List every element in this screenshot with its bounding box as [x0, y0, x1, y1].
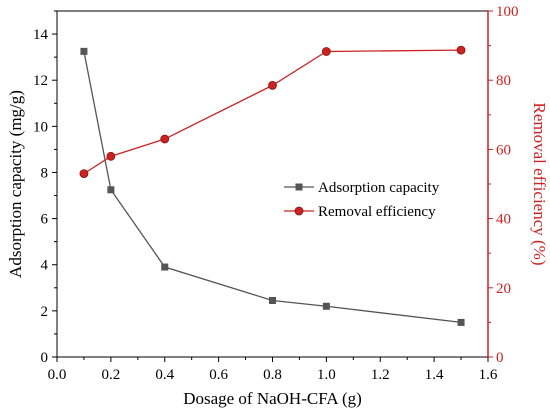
- series-layer: [79, 45, 466, 326]
- right-y-tick-label: 80: [496, 73, 511, 89]
- left-y-tick-label: 6: [41, 212, 49, 228]
- legend-label-adsorption-capacity: Adsorption capacity: [318, 180, 440, 196]
- left-y-tick-label: 0: [41, 350, 49, 366]
- x-tick-label: 1.4: [425, 367, 444, 383]
- x-tick-label: 0.2: [102, 367, 121, 383]
- left-y-axis-ticks: 0 2 4 6 8 10 12 14: [33, 10, 57, 366]
- right-y-tick-label: 100: [496, 4, 519, 20]
- left-y-tick-label: 10: [33, 119, 48, 135]
- left-y-axis-title: Adsorption capacity (mg/g): [6, 90, 25, 278]
- legend: Adsorption capacity Removal efficiency: [284, 180, 440, 220]
- data-point-adsorption-capacity: [457, 318, 465, 326]
- left-y-tick-label: 12: [33, 73, 48, 89]
- right-y-tick-label: 0: [496, 350, 504, 366]
- series-line-removal-efficiency: [83, 49, 462, 175]
- legend-item-removal-efficiency: Removal efficiency: [284, 204, 436, 220]
- left-y-tick-label: 14: [33, 27, 49, 43]
- x-tick-label: 0.0: [48, 367, 67, 383]
- x-tick-label: 0.8: [263, 367, 282, 383]
- x-tick-label: 1.0: [317, 367, 336, 383]
- data-point-adsorption-capacity: [80, 47, 88, 55]
- x-tick-label: 0.4: [155, 367, 174, 383]
- right-y-tick-label: 60: [496, 142, 511, 158]
- data-point-removal-efficiency: [106, 151, 116, 161]
- x-tick-label: 1.6: [479, 367, 498, 383]
- left-y-tick-label: 4: [41, 258, 49, 274]
- legend-marker-square: [295, 183, 303, 191]
- data-point-adsorption-capacity: [269, 296, 276, 304]
- x-tick-label: 0.6: [209, 367, 228, 383]
- series-line-adsorption-capacity: [83, 51, 462, 324]
- data-point-removal-efficiency: [79, 169, 89, 179]
- right-y-axis-title: Removal efficiency (%): [530, 102, 549, 265]
- legend-item-adsorption-capacity: Adsorption capacity: [284, 180, 440, 196]
- x-axis-ticks: 0.0 0.2 0.4 0.6 0.8 1.0 1.2 1.4 1.6: [48, 357, 498, 383]
- legend-marker-circle: [294, 206, 304, 216]
- right-y-tick-label: 20: [496, 281, 511, 297]
- legend-label-removal-efficiency: Removal efficiency: [318, 204, 436, 220]
- data-point-removal-efficiency: [268, 80, 277, 90]
- data-point-adsorption-capacity: [322, 302, 330, 310]
- right-y-tick-label: 40: [496, 212, 511, 228]
- x-tick-label: 1.2: [371, 367, 390, 383]
- data-point-adsorption-capacity: [107, 186, 115, 194]
- data-point-removal-efficiency: [456, 45, 466, 55]
- x-axis-title: Dosage of NaOH-CFA (g): [183, 389, 362, 408]
- data-point-removal-efficiency: [321, 47, 331, 56]
- left-y-tick-label: 2: [41, 304, 49, 320]
- left-y-tick-label: 8: [41, 165, 49, 181]
- right-y-axis-ticks: 0 20 40 60 80 100: [488, 4, 519, 366]
- data-point-removal-efficiency: [160, 134, 170, 144]
- data-point-adsorption-capacity: [161, 263, 169, 271]
